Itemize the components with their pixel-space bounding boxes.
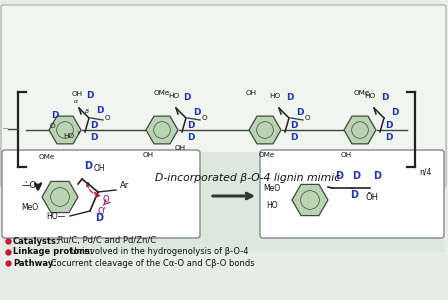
Text: D: D [290, 121, 297, 130]
Text: D: D [187, 121, 194, 130]
Text: —: — [22, 181, 30, 190]
Text: MeO: MeO [263, 184, 280, 193]
Text: OH: OH [246, 90, 257, 96]
Text: HO: HO [64, 133, 74, 139]
Text: —: — [2, 127, 8, 131]
Text: D: D [381, 93, 388, 102]
Text: α: α [74, 99, 78, 104]
Text: γ: γ [77, 130, 81, 135]
Text: D: D [373, 171, 381, 181]
Text: Ru/C, Pd/C and Pd/Zn/C: Ru/C, Pd/C and Pd/Zn/C [55, 236, 156, 245]
Text: β: β [86, 182, 90, 187]
Text: D: D [84, 161, 92, 171]
Text: OMe: OMe [259, 152, 275, 158]
Text: Ar: Ar [120, 181, 129, 190]
Text: O: O [304, 115, 310, 121]
Text: D: D [385, 133, 392, 142]
Text: Uninvolved in the hydrogenolysis of β-O-4: Uninvolved in the hydrogenolysis of β-O-… [68, 248, 249, 256]
Text: OH: OH [94, 164, 106, 173]
Text: D: D [90, 133, 98, 142]
Text: O: O [201, 115, 207, 121]
Text: OH: OH [340, 152, 352, 158]
Text: OH: OH [142, 152, 154, 158]
Text: '-O: '-O [24, 181, 36, 190]
Text: OMe: OMe [154, 90, 170, 96]
Text: O: O [49, 123, 55, 129]
Text: D: D [335, 171, 343, 181]
Text: D: D [51, 111, 59, 120]
Text: D: D [96, 106, 103, 115]
Text: HO—: HO— [47, 212, 65, 221]
Text: ŌH: ŌH [366, 193, 379, 202]
Text: D: D [95, 213, 103, 223]
FancyBboxPatch shape [3, 152, 445, 252]
FancyBboxPatch shape [2, 150, 200, 238]
Text: OH: OH [71, 91, 82, 97]
Text: D-incorporated β-O-4 lignin mimic: D-incorporated β-O-4 lignin mimic [155, 173, 340, 183]
Text: OH: OH [174, 145, 185, 151]
Text: O: O [103, 196, 109, 205]
FancyBboxPatch shape [1, 5, 446, 187]
Text: OMe: OMe [354, 90, 370, 96]
Text: Linkage protons:: Linkage protons: [13, 248, 93, 256]
Text: D: D [352, 171, 360, 181]
Text: O': O' [98, 208, 107, 217]
Text: D: D [290, 133, 297, 142]
Text: D: D [296, 108, 303, 117]
Text: D: D [183, 93, 190, 102]
Text: Pathway:: Pathway: [13, 259, 56, 268]
Text: D: D [385, 121, 392, 130]
Text: D: D [187, 133, 194, 142]
Text: D: D [350, 190, 358, 200]
Text: HO: HO [269, 93, 280, 99]
Text: D: D [193, 108, 201, 117]
Text: D: D [86, 91, 94, 100]
Text: β: β [85, 109, 89, 114]
Text: Cocurrent cleavage of the Cα-O and Cβ-O bonds: Cocurrent cleavage of the Cα-O and Cβ-O … [48, 259, 254, 268]
Text: Catalysts:: Catalysts: [13, 236, 60, 245]
Text: HO: HO [364, 93, 375, 99]
Text: D: D [90, 121, 98, 130]
Text: MeO: MeO [22, 203, 39, 212]
Text: D: D [286, 93, 293, 102]
Text: HO: HO [266, 201, 278, 210]
Text: O: O [104, 115, 110, 121]
Text: D: D [391, 108, 399, 117]
Text: OMe: OMe [39, 154, 55, 160]
Text: n/4: n/4 [419, 167, 431, 176]
FancyBboxPatch shape [260, 150, 444, 238]
Text: HO: HO [168, 93, 180, 99]
